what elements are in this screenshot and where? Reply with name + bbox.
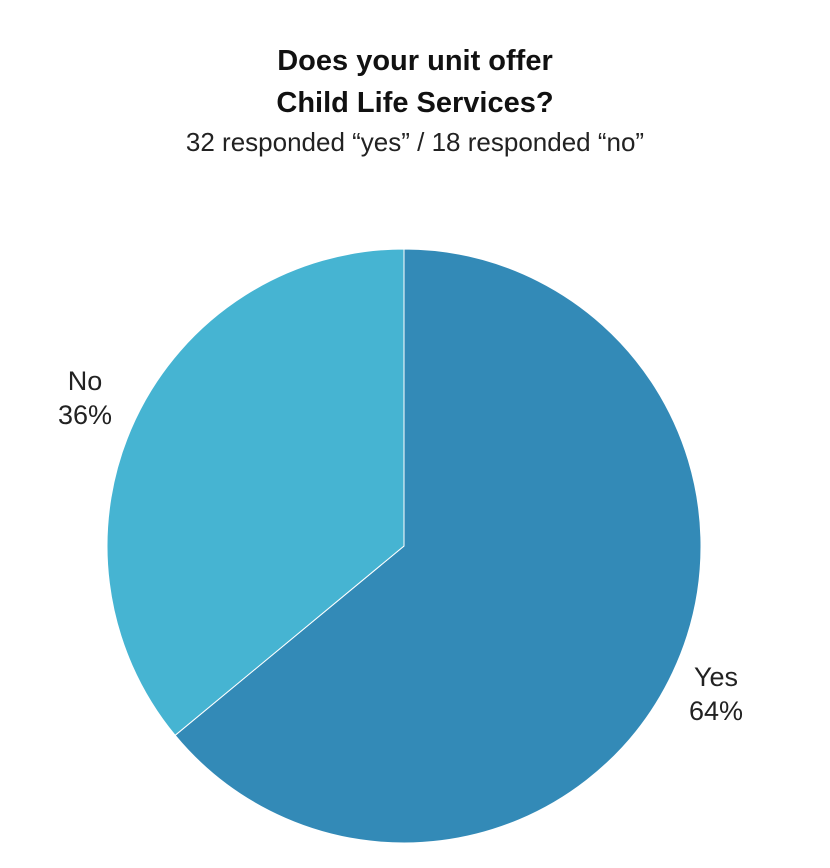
pie-slice-yes (174, 248, 702, 844)
slice-name-yes: Yes (693, 662, 739, 692)
chart-title-line-2: Child Life Services? (276, 87, 554, 119)
slice-name-no: No (67, 366, 103, 396)
slice-label-no: No 36% (35, 364, 135, 432)
pie-slice-no (106, 248, 405, 737)
slice-percent-yes: 64% (688, 696, 744, 726)
chart-title-block: Does your unit offer Child Life Services… (0, 40, 830, 160)
chart-title-line-1: Does your unit offer (277, 45, 553, 77)
chart-subtitle: 32 responded “yes” / 18 responded “no” (185, 127, 645, 157)
slice-percent-no: 36% (57, 400, 113, 430)
slice-label-yes: Yes 64% (666, 660, 766, 728)
